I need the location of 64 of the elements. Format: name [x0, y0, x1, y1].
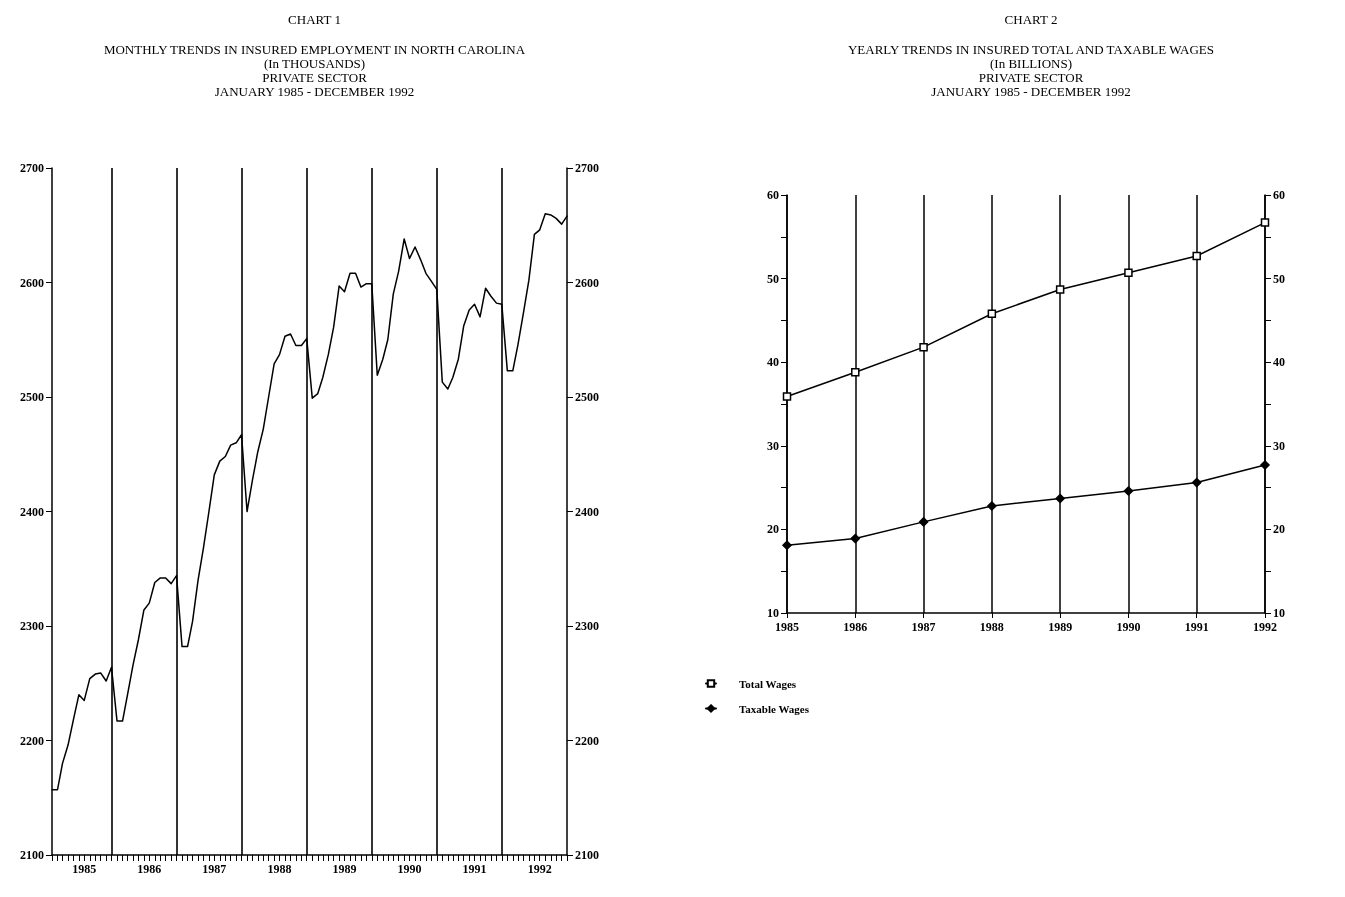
x-tick-label: 1986	[137, 862, 162, 876]
x-tick-label: 1989	[332, 862, 357, 876]
y-tick-label: 60	[767, 188, 779, 202]
y2-tick-label: 50	[1273, 271, 1285, 286]
y-tick-label: 50	[767, 271, 779, 286]
x-tick-label: 1985	[72, 862, 97, 876]
x-tick-label: 1991	[1184, 620, 1209, 634]
x-tick-label: 1989	[1048, 620, 1073, 634]
y2-tick-label: 2600	[575, 275, 599, 290]
legend-label: Total Wages	[739, 677, 797, 690]
y-tick-label: 40	[767, 355, 779, 370]
y-tick-label: 2200	[20, 733, 44, 748]
y-tick-label: 2100	[20, 848, 44, 862]
chart-subtitle: MONTHLY TRENDS IN INSURED EMPLOYMENT IN NORTH CAROLINA (In THOUSANDS) PRIVATE SECTOR JANUARY 1985 - DECEMBER 1992	[103, 41, 526, 99]
y-tick-label: 10	[767, 606, 779, 620]
point	[1191, 477, 1202, 488]
x-tick-label: 1987	[911, 620, 936, 634]
y2-tick-label: 2500	[575, 390, 599, 404]
x-tick-label: 1985	[775, 620, 799, 634]
y-tick-label: 2600	[20, 275, 44, 290]
y2-tick-label: 10	[1273, 606, 1285, 620]
point	[851, 367, 860, 377]
y-tick-label: 30	[767, 438, 779, 453]
x-tick-label: 1988	[267, 862, 292, 876]
y-tick-label: 2400	[20, 504, 44, 519]
point	[919, 342, 928, 352]
point	[1260, 460, 1270, 470]
point	[1124, 268, 1133, 277]
x-tick-label: 1992	[1253, 620, 1277, 634]
point	[782, 392, 792, 401]
y2-tick-label: 2100	[575, 848, 599, 862]
point	[1260, 218, 1270, 227]
y-tick-label: 20	[767, 522, 779, 537]
x-tick-label: 1992	[527, 862, 552, 876]
y2-tick-label: 60	[1273, 188, 1285, 202]
chart-subtitle: YEARLY TRENDS IN INSURED TOTAL AND TAXABLE WAGES (In BILLIONS) PRIVATE SECTOR JANUARY 1985 - DECEMBER 1992	[847, 41, 1215, 99]
y2-tick-label: 20	[1273, 522, 1285, 537]
x-tick-label: 1988	[979, 620, 1004, 634]
y2-tick-label: 2700	[575, 161, 599, 175]
point	[918, 517, 929, 527]
y2-tick-label: 2300	[575, 619, 599, 633]
point	[1192, 251, 1201, 261]
y2-tick-label: 2200	[575, 733, 599, 748]
point	[1055, 493, 1065, 504]
legend-label: Taxable Wages	[739, 702, 810, 715]
y-tick-label: 2500	[20, 390, 44, 404]
chart-title: CHART 2	[1004, 12, 1058, 27]
point	[1123, 486, 1134, 496]
chart-title: CHART 1	[288, 12, 341, 27]
x-tick-label: 1990	[1116, 620, 1141, 634]
x-tick-label: 1990	[397, 862, 422, 876]
y2-tick-label: 2400	[575, 504, 599, 519]
y-tick-label: 2700	[20, 161, 44, 175]
x-tick-label: 1991	[462, 862, 487, 876]
x-tick-label: 1986	[843, 620, 868, 634]
point	[850, 533, 861, 544]
x-tick-label: 1987	[202, 862, 227, 876]
y2-tick-label: 40	[1273, 355, 1285, 370]
point	[1055, 285, 1065, 294]
y-tick-label: 2300	[20, 619, 44, 633]
point	[782, 540, 792, 551]
y2-tick-label: 30	[1273, 438, 1285, 453]
point	[987, 309, 997, 318]
point	[987, 501, 997, 511]
